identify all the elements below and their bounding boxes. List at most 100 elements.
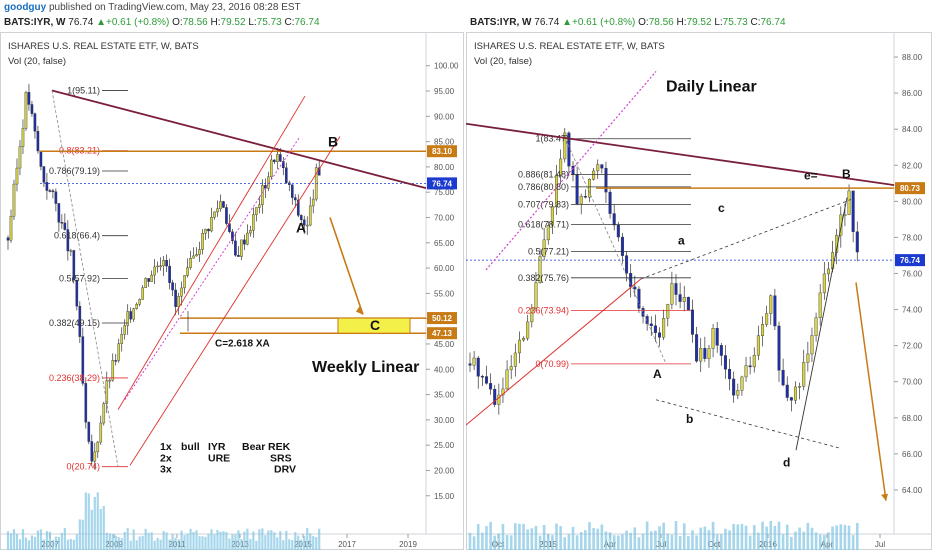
candle-body [785,384,789,398]
candle-body [781,370,785,386]
volume-bar [288,539,291,550]
candle-body [587,179,591,198]
candle-body [293,197,297,201]
candle-body [501,388,505,396]
volume-bar [213,534,216,550]
volume-bar [216,530,219,550]
candle-body [752,354,756,368]
fib-level-label: 0.786(80.80) [518,182,569,192]
volume-bar [234,534,237,550]
volume-bar [54,536,57,550]
volume-bar [571,526,575,550]
volume-bar [728,530,731,550]
volume-bar [186,533,189,550]
price-label-text: 76.74 [432,179,453,188]
weekly-chart[interactable]: ISHARES U.S. REAL ESTATE ETF, W, BATS Vol… [0,32,464,550]
volume-bar [21,529,25,550]
volume-bar [472,536,476,550]
candle-body [156,265,159,268]
x-tick-label: 2019 [399,540,417,549]
ticker-symbol: BATS:IYR, W [470,17,532,28]
price-label-text: 47.13 [432,329,453,338]
author-name[interactable]: goodguy [4,2,47,13]
chart-frame [0,32,464,550]
volume-bar [670,534,674,550]
candle-body [132,308,135,320]
volume-bar [802,531,806,550]
candle-body [129,311,132,320]
candle-body [629,273,633,288]
candle-body [192,255,195,259]
candle-body [240,239,243,257]
volume-bar [129,540,132,550]
volume-bar [612,535,616,550]
candle-body [806,353,810,363]
volume-bar [300,539,303,550]
volume-bar [699,527,703,550]
candle-body [530,307,534,323]
volume-bar [645,521,649,550]
candle-body [258,204,261,208]
fib-level-label: 0.382(75.76) [518,273,569,283]
volume-bar [15,533,19,550]
candle-body [296,199,300,216]
daily-chart[interactable]: ISHARES U.S. REAL ESTATE ETF, W, BATS Vol… [466,32,932,550]
volume-bar [141,535,144,550]
volume-bar [207,534,210,550]
ticker-open: 78.56 [648,17,674,28]
candle-body [126,311,129,326]
candle-body [670,283,674,305]
candle-body [276,154,279,162]
y-tick-label: 15.00 [434,492,455,501]
y-tick-label: 70.00 [434,213,455,222]
candle-body [756,335,760,356]
volume-bar [84,492,87,550]
candle-body [102,403,106,424]
volume-bar [276,537,279,550]
candle-body [290,184,294,198]
etf-table-cell: 3x [160,463,172,475]
ticker-right: BATS:IYR, W 76.74 ▲+0.61 (+0.8%) O:78.56… [470,17,786,28]
volume-bar [171,534,174,550]
y-tick-label: 86.00 [902,89,923,98]
y-tick-label: 20.00 [434,466,455,475]
volume-bar [476,524,480,550]
volume-bar [222,531,225,550]
price-label-box [427,177,457,190]
volume-bar [588,522,591,550]
candle-body [571,165,575,175]
y-tick-label: 68.00 [902,414,923,423]
projection-arrow-head [881,493,888,501]
volume-bar [204,536,207,550]
volume-bar [831,526,834,550]
fib-level-label: 0(20.74) [66,462,100,472]
candle-body [270,159,273,178]
volume-bar [468,532,472,550]
fib-level-label: 1(95.11) [67,85,100,95]
volume-bar [682,523,686,550]
etf-table-cell: 2x [160,452,172,464]
projection-arrow-line [329,217,364,315]
publish-header: goodguy published on TradingView.com, Ma… [4,2,301,13]
candle-body [305,224,309,227]
candle-body [21,128,25,147]
volume-bar [108,533,111,550]
volume-bar [93,496,96,550]
volume-bar [258,529,261,550]
volume-bar [132,529,135,550]
volume-bar [501,523,505,550]
candle-body [273,159,276,162]
volume-bar [691,530,694,550]
candle-body [641,308,645,317]
candle-body [105,380,109,404]
volume-bar [243,531,246,550]
fib-level-label: 0.786(79.19) [49,166,100,176]
volume-bar [839,524,843,550]
chart-title: ISHARES U.S. REAL ESTATE ETF, W, BATS [8,41,199,52]
candle-body [653,325,657,333]
etf-table-cell: DRV [274,463,296,475]
x-tick-label: Oct [708,540,721,549]
wave-label-C-box: C [370,317,380,333]
wave-label-a: a [678,234,685,248]
volume-bar [168,539,171,550]
